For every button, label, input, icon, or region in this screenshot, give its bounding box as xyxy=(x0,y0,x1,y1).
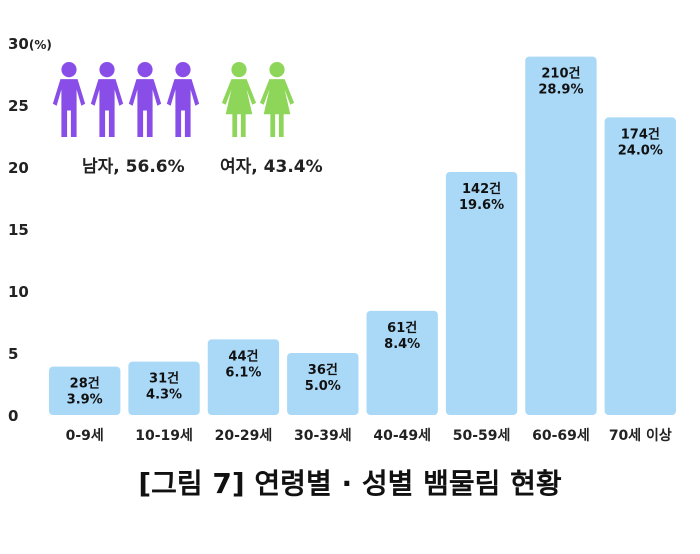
bar xyxy=(128,361,200,415)
bar xyxy=(445,171,518,415)
bar-count-label: 36건 xyxy=(308,362,338,378)
bar-percent-label: 19.6% xyxy=(459,198,504,213)
x-tick-label: 50-59세 xyxy=(453,428,511,444)
bar-percent-label: 24.0% xyxy=(618,143,663,158)
female-percentage-label: 여자, 43.4% xyxy=(220,157,323,177)
x-tick-label: 40-49세 xyxy=(373,428,431,444)
y-axis: 0 5 10 15 20 25 30(%) xyxy=(8,35,52,425)
bar-percent-label: 3.9% xyxy=(67,393,103,408)
bar-count-label: 61건 xyxy=(387,320,417,336)
female-person-icon xyxy=(221,62,257,138)
male-person-icon xyxy=(52,62,86,138)
bar-percent-label: 6.1% xyxy=(225,365,261,380)
bar-count-label: 44건 xyxy=(228,348,258,364)
bar xyxy=(287,353,359,415)
bar-count-label: 210건 xyxy=(541,66,580,82)
bar xyxy=(366,310,438,415)
male-person-icon xyxy=(90,62,124,138)
x-tick-label: 70세 이상 xyxy=(609,427,672,444)
y-tick-label: 15 xyxy=(8,221,29,239)
bar-percent-label: 28.9% xyxy=(538,83,583,98)
bar-percent-label: 5.0% xyxy=(305,379,341,394)
bar-percent-label: 8.4% xyxy=(384,337,420,352)
x-tick-label: 30-39세 xyxy=(294,428,352,444)
y-tick-label: 25 xyxy=(8,97,29,115)
bar xyxy=(604,117,676,416)
bar xyxy=(49,366,121,415)
female-people-icons xyxy=(220,60,296,140)
x-tick-label: 0-9세 xyxy=(66,428,104,444)
y-tick-label: 5 xyxy=(8,345,18,363)
y-tick-label: 20 xyxy=(8,159,29,177)
figure-caption: [그림 7] 연령별 · 성별 뱀물림 현황 xyxy=(138,467,562,500)
y-tick-label: 0 xyxy=(8,407,18,425)
x-tick-label: 20-29세 xyxy=(215,428,273,444)
male-percentage-label: 남자, 56.6% xyxy=(82,157,185,177)
male-person-icon xyxy=(166,62,200,138)
bar xyxy=(207,339,280,415)
bar xyxy=(525,56,597,415)
male-person-icon xyxy=(128,62,162,138)
bar-percent-label: 4.3% xyxy=(146,388,182,403)
bar-count-label: 174건 xyxy=(621,126,660,142)
bar-count-label: 31건 xyxy=(149,371,179,387)
y-tick-label: 10 xyxy=(8,283,29,301)
bar-count-label: 142건 xyxy=(462,181,501,197)
x-tick-label: 60-69세 xyxy=(532,428,590,444)
male-people-icons xyxy=(50,60,202,140)
female-person-icon xyxy=(259,62,295,138)
x-tick-label: 10-19세 xyxy=(135,428,193,444)
bar-count-label: 28건 xyxy=(70,376,100,392)
y-tick-label: 30(%) xyxy=(8,35,52,53)
x-axis: 0-9세 10-19세 20-29세 30-39세 40-49세 50-59세 60-69세… xyxy=(66,427,672,444)
